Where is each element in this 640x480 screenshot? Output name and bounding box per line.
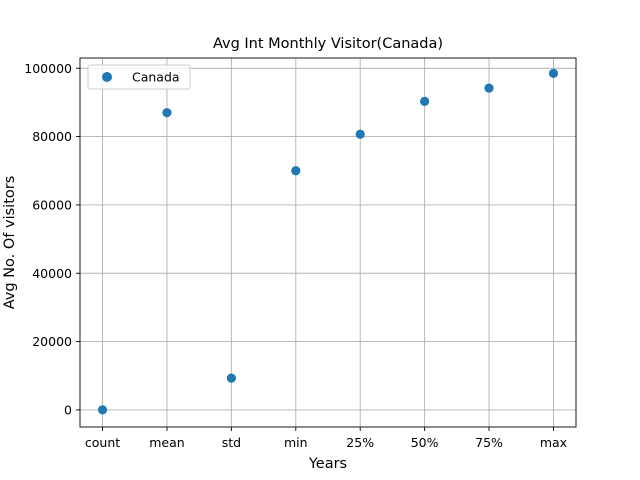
- x-tick-label: mean: [149, 435, 184, 450]
- data-point: [420, 96, 430, 106]
- x-axis-label: Years: [308, 456, 347, 472]
- data-point: [484, 83, 494, 93]
- data-point: [162, 108, 172, 118]
- point-layer: [97, 68, 559, 415]
- data-point: [291, 166, 301, 176]
- legend-marker-canada: [102, 72, 112, 82]
- x-tick-label: min: [284, 435, 308, 450]
- grid-layer: [80, 58, 576, 427]
- x-tick-label: max: [540, 435, 567, 450]
- y-tick-label: 60000: [32, 197, 72, 212]
- y-tick-label: 40000: [32, 266, 72, 281]
- x-tick-label: count: [85, 435, 120, 450]
- plot-frame: [79, 57, 577, 428]
- legend: Canada: [87, 64, 191, 90]
- y-tick-label: 100000: [24, 61, 72, 76]
- x-tick-label: std: [222, 435, 241, 450]
- legend-box: [87, 64, 191, 90]
- x-tick-label: 25%: [346, 435, 374, 450]
- legend-label-canada: Canada: [132, 70, 180, 85]
- x-tick-label: 75%: [475, 435, 503, 450]
- tick-layer: count mean std min 25% 50% 75% max 0 20000 40000 60…: [24, 61, 567, 450]
- data-point: [97, 405, 108, 415]
- chart-title: Avg Int Monthly Visitor(Canada): [213, 36, 443, 52]
- y-tick-label: 80000: [32, 129, 72, 144]
- y-axis-label: Avg No. Of visitors: [2, 176, 18, 310]
- data-point: [548, 68, 559, 78]
- y-tick-label: 0: [64, 402, 72, 417]
- x-tick-label: 50%: [411, 435, 439, 450]
- data-point: [355, 129, 365, 139]
- data-point: [226, 373, 236, 383]
- y-tick-label: 20000: [32, 334, 72, 349]
